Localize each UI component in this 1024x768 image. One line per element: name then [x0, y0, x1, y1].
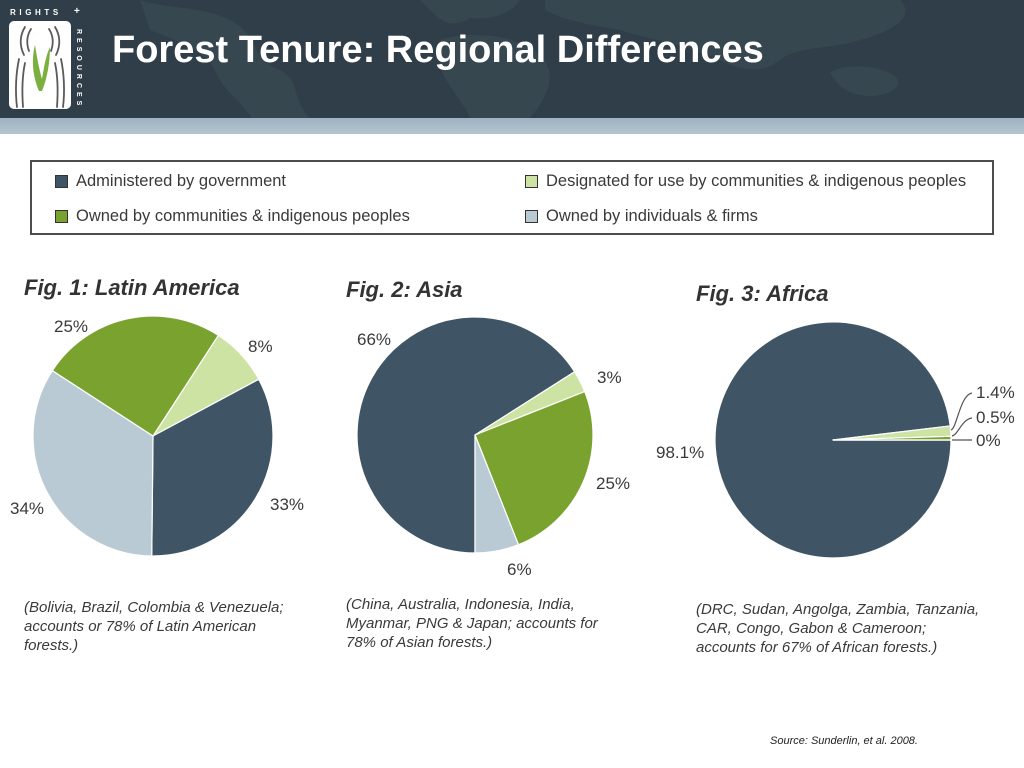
fig-title-asia: Fig. 2: Asia: [346, 277, 463, 302]
africa-label-owned-by-communities-indigenous-peoples: 0.5%: [976, 408, 1015, 427]
pie-latin-america: 33% 8% 25% 34%: [10, 315, 304, 557]
fig-title-latin-america: Fig. 1: Latin America: [24, 275, 240, 300]
legend-item-administered-by-government: Administered by government: [55, 171, 286, 191]
legend-swatch: [55, 174, 68, 188]
africa-label-designated-for-use-by-communities-indigenous-peoples: 1.4%: [976, 383, 1015, 402]
caption-africa: (DRC, Sudan, Angolga, Zambia, Tanzania, …: [696, 600, 979, 657]
asia-slice-administered-by-government: [356, 316, 576, 554]
logo: [9, 21, 71, 109]
legend-swatch: [525, 209, 538, 223]
asia-label-owned-by-individuals-firms: 6%: [507, 560, 532, 579]
legend-swatch: [525, 174, 538, 188]
latin-america-label-designated-for-use-by-communities-indigenous-peoples: 8%: [248, 337, 273, 356]
africa-label-administered-by-government: 98.1%: [656, 443, 704, 462]
africa-label-owned-by-individuals-firms: 0%: [976, 431, 1001, 450]
pie-africa: 98.1% 1.4% 0.5% 0%: [656, 321, 1015, 559]
legend-label: Owned by individuals & firms: [546, 207, 758, 225]
caption-line: accounts for 67% of African forests.): [696, 639, 938, 656]
africa-leader-line-owned-by-communities-indigenous-peoples: [951, 417, 973, 437]
legend-label: Administered by government: [76, 172, 287, 190]
asia-label-owned-by-communities-indigenous-peoples: 25%: [596, 474, 630, 493]
africa-leader-line-designated-for-use-by-communities-indigenous-peoples: [950, 392, 973, 431]
header-band: RIGHTS + RESOURCES Forest Tenure: Region…: [0, 0, 1024, 118]
legend-item-owned-by-individuals: Owned by individuals & firms: [525, 206, 758, 226]
legend: Administered by government Designated fo…: [30, 160, 994, 235]
source-citation: Source: Sunderlin, et al. 2008.: [770, 735, 918, 747]
logo-wordmark-top: RIGHTS: [10, 8, 62, 17]
legend-item-designated-for-communities: Designated for use by communities & indi…: [525, 171, 966, 191]
caption-asia: (China, Australia, Indonesia, India, Mya…: [346, 595, 598, 652]
latin-america-label-owned-by-communities-indigenous-peoples: 25%: [54, 317, 88, 336]
logo-plus: +: [74, 6, 80, 17]
header-stripe: [0, 118, 1024, 134]
latin-america-slice-administered-by-government: [151, 378, 274, 557]
caption-line: (DRC, Sudan, Angolga, Zambia, Tanzania,: [696, 601, 980, 618]
logo-wordmark-side: RESOURCES: [75, 29, 82, 110]
latin-america-label-administered-by-government: 33%: [270, 495, 304, 514]
caption-line: (China, Australia, Indonesia, India,: [346, 596, 575, 613]
asia-label-designated-for-use-by-communities-indigenous-peoples: 3%: [597, 368, 622, 387]
latin-america-slice-owned-by-communities-indigenous-peoples: [51, 315, 219, 437]
slide-title: Forest Tenure: Regional Differences: [112, 29, 764, 71]
caption-latin-america: (Bolivia, Brazil, Colombia & Venezuela; …: [24, 598, 284, 655]
caption-line: (Bolivia, Brazil, Colombia & Venezuela;: [24, 599, 284, 616]
asia-label-administered-by-government: 66%: [357, 330, 391, 349]
caption-line: forests.): [24, 637, 79, 654]
world-map-background: [140, 0, 906, 118]
legend-swatch: [55, 209, 68, 223]
asia-slice-owned-by-communities-indigenous-peoples: [474, 390, 594, 546]
caption-line: accounts or 78% of Latin American: [24, 618, 257, 635]
hands-leaf-logo-icon: [15, 26, 65, 108]
caption-line: CAR, Congo, Gabon & Cameroon;: [696, 620, 927, 637]
asia-slice-owned-by-individuals-firms: [474, 434, 520, 554]
legend-item-owned-by-communities: Owned by communities & indigenous people…: [55, 206, 410, 226]
caption-line: Myanmar, PNG & Japan; accounts for: [346, 615, 598, 632]
caption-line: 78% of Asian forests.): [346, 634, 493, 651]
legend-label: Owned by communities & indigenous people…: [76, 207, 410, 225]
fig-title-africa: Fig. 3: Africa: [696, 281, 829, 306]
legend-label: Designated for use by communities & indi…: [546, 172, 967, 190]
latin-america-label-owned-by-individuals-firms: 34%: [10, 499, 44, 518]
pie-asia: 66% 3% 25% 6%: [356, 316, 630, 579]
